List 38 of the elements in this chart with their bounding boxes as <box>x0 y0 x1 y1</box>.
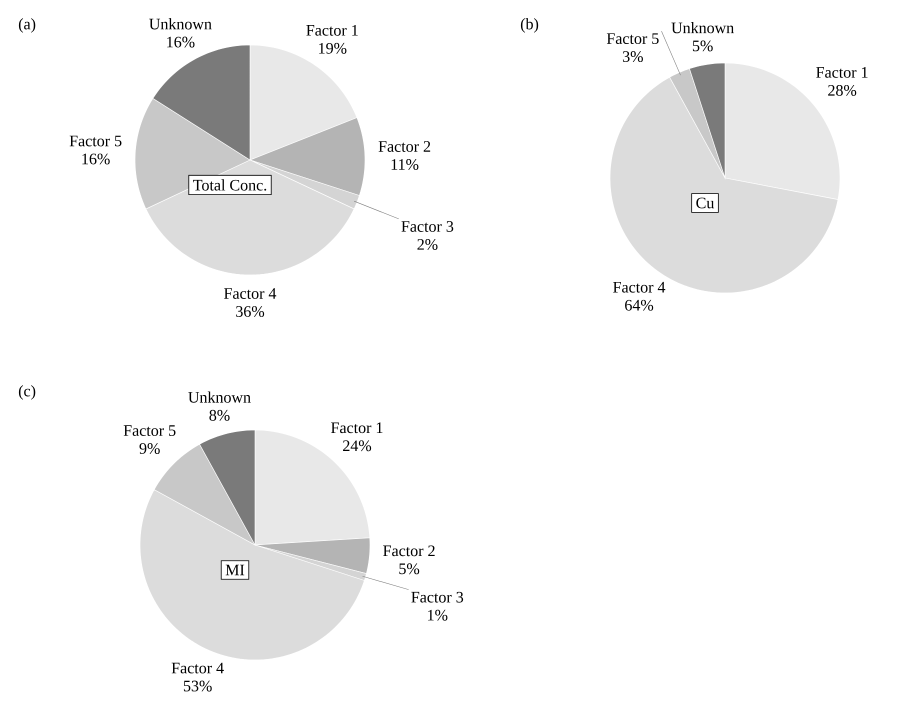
slice-label: Unknown <box>671 22 734 34</box>
text: MI <box>226 564 244 576</box>
slice-label: Factor 3 <box>411 592 464 603</box>
data-label: 5% <box>692 40 713 52</box>
data-label: 53% <box>184 680 212 692</box>
chart-title: (c) <box>18 385 36 400</box>
text: Total Conc. <box>193 179 266 191</box>
slice-label: Factor 1 <box>816 67 868 78</box>
data-label: 64% <box>625 300 654 311</box>
data-label: 9% <box>140 443 160 454</box>
data-label: 2% <box>417 239 438 250</box>
slice-label: Factor 4 <box>224 288 276 299</box>
text: Cu <box>696 198 714 208</box>
slice-label: Factor 4 <box>613 282 666 293</box>
slice-label: Factor 5 <box>606 33 659 44</box>
data-label: 1% <box>428 610 448 621</box>
slice-label: Unknown <box>188 391 251 403</box>
data-label: 36% <box>236 306 264 317</box>
slice-label: Unknown <box>149 18 212 30</box>
slice-label: Factor 2 <box>378 141 430 152</box>
chart-title: (a) <box>18 18 36 33</box>
data-label: 16% <box>167 36 195 48</box>
slice-label: Factor 1 <box>331 422 382 434</box>
slice-label: Factor 4 <box>172 662 224 674</box>
slice-label: Factor 2 <box>383 545 435 556</box>
data-label: 16% <box>82 154 110 164</box>
data-label: 5% <box>399 563 420 574</box>
slice-label: Factor 1 <box>306 24 358 36</box>
slice-label: Factor 5 <box>124 425 176 436</box>
data-label: 28% <box>828 84 856 96</box>
data-label: 11% <box>392 159 418 170</box>
chart-title: (b) <box>520 18 538 33</box>
data-label: 8% <box>209 410 230 421</box>
slice-label: Factor 3 <box>401 221 454 232</box>
data-label: 24% <box>343 440 372 452</box>
data-label: 3% <box>622 51 643 62</box>
slice-label: Factor 5 <box>70 136 122 146</box>
data-label: 19% <box>319 42 346 54</box>
